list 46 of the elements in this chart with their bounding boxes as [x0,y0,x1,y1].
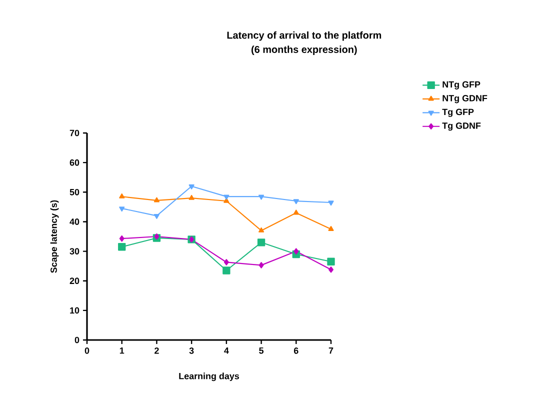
y-axis-title: Scape latency (s) [50,200,59,273]
point [188,194,194,200]
point [118,243,126,251]
legend-label: NTg GDNF [442,95,488,104]
point [328,266,334,273]
x-tick-label: 3 [189,348,194,354]
point [258,194,264,200]
x-tick-label: 6 [294,348,298,354]
point [154,214,160,219]
chart-subtitle: (6 months expression) [252,46,357,55]
x-tick-label: 1 [120,348,124,354]
x-tick-label: 0 [84,348,90,354]
legend-label: Tg GFP [442,108,474,117]
y-tick-label: 10 [70,307,80,314]
x-tick-label: 4 [224,348,229,354]
point [154,197,160,202]
point [258,262,264,268]
y-tick-label: 20 [70,278,80,284]
y-tick-label: 0 [74,336,80,344]
point [293,210,299,215]
x-tick-label: 5 [259,348,264,354]
point [119,206,125,212]
point [328,200,334,206]
point [294,248,299,254]
point [258,227,264,232]
y-tick-label: 50 [70,188,80,196]
x-axis-title: Learning days [179,372,240,382]
point [327,258,335,266]
x-tick-label: 2 [154,348,159,354]
point [224,259,229,266]
y-tick-label: 70 [70,130,80,136]
point [119,235,124,242]
chart-title: Latency of arrival to the platform [227,31,382,41]
point [328,226,334,231]
point [119,193,125,198]
y-tick-label: 30 [70,248,80,254]
point [188,184,194,190]
legend-label: NTg GFP [442,81,480,90]
point [224,194,230,200]
legend-label: Tg GDNF [442,122,481,131]
y-tick-label: 40 [70,218,80,225]
x-tick-label: 7 [328,348,334,354]
point [222,266,230,274]
y-tick-label: 60 [70,159,80,166]
point [293,199,299,204]
point [257,238,266,246]
